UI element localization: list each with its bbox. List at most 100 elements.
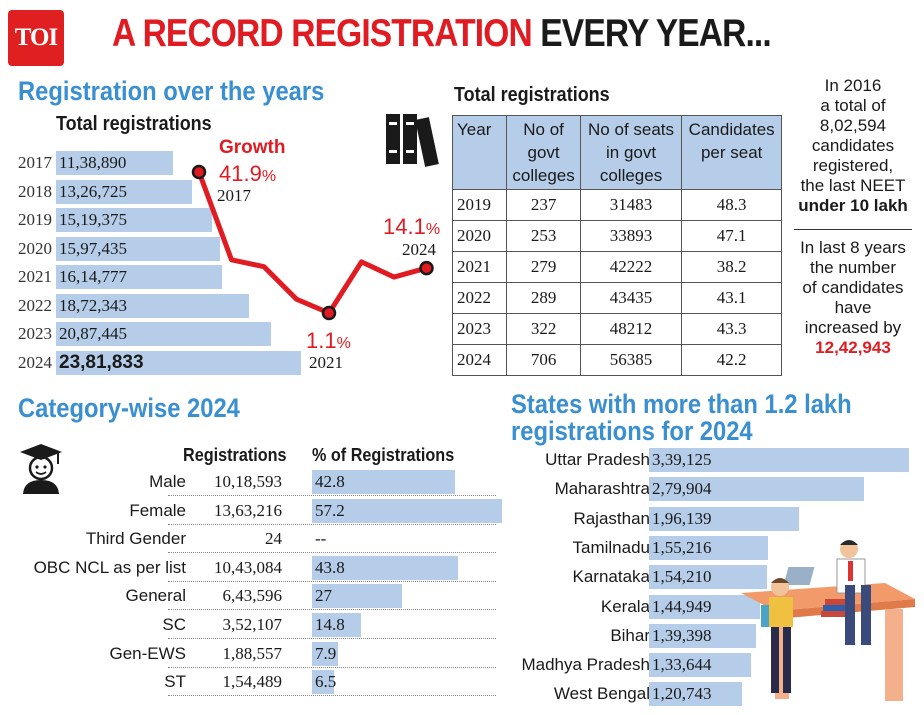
note-text: have: [834, 298, 872, 317]
registration-bar: 18,72,343: [56, 293, 249, 318]
table-cell: 42.2: [681, 344, 782, 376]
registration-bar-row: 2023 20,87,445: [18, 322, 271, 346]
category-name: ST: [164, 672, 186, 692]
state-bar: 1,55,216: [649, 535, 768, 560]
registration-subtitle: Total registrations: [56, 113, 212, 135]
states-bar-chart: Uttar Pradesh 3,39,125 Maharashtra 2,79,904…: [510, 448, 920, 708]
table-title: Total registrations: [454, 84, 610, 106]
note-text: 8,02,594: [819, 116, 887, 135]
category-row-divider: [168, 580, 496, 582]
growth-2021-year: 2021: [309, 353, 343, 372]
state-bar: 2,79,904: [649, 477, 864, 502]
state-name: Maharashtra: [554, 479, 650, 499]
student-icon: [20, 444, 62, 494]
category-percent-bar: 27: [312, 584, 402, 609]
note-text: In 2016: [824, 76, 882, 95]
state-bar: 1,96,139: [649, 506, 799, 531]
registrations-table: Year No of govt colleges No of seats in …: [451, 115, 782, 376]
registration-bar-row: 2021 16,14,777: [18, 265, 222, 289]
category-section-title: Category-wise 2024: [18, 393, 240, 423]
headline: A RECORD REGISTRATION EVERY YEAR...: [112, 12, 772, 56]
state-bar: 1,39,398: [649, 623, 756, 648]
category-registrations: 6,43,596: [222, 586, 283, 606]
category-percent-bar: 42.8: [312, 470, 455, 494]
growth-2024-pct: 14.1%: [383, 214, 441, 239]
table-cell: 279: [506, 251, 581, 283]
states-title-line: States with more than 1.2 lakh: [511, 389, 852, 419]
category-name: Male: [149, 472, 186, 491]
category-registrations: 24: [265, 529, 282, 549]
growth-2017-year: 2017: [217, 186, 251, 205]
table-header-row: Year No of govt colleges No of seats in …: [451, 115, 782, 190]
books-icon: [386, 114, 439, 167]
table-cell: 2020: [451, 220, 508, 252]
registration-bar: 11,38,890: [56, 151, 173, 175]
category-row-divider: [168, 695, 496, 697]
category-percent-bar: 6.5: [312, 670, 336, 695]
category-name: SC: [162, 615, 186, 634]
table-cell: 43435: [579, 282, 683, 314]
category-percent-bar: 43.8: [312, 555, 458, 580]
registration-bar-year: 2017: [18, 153, 52, 172]
notes-divider: [794, 229, 912, 230]
table-row: 2021 279 42222 38.2: [451, 251, 782, 283]
state-name: Rajasthan: [573, 508, 650, 528]
note-text: a total of: [820, 96, 886, 115]
category-name: General: [125, 586, 186, 606]
registration-bar-row: 2019 15,19,375: [18, 208, 212, 232]
registration-bar-year: 2022: [18, 295, 52, 315]
table-cell: 56385: [579, 344, 683, 376]
category-registrations: 1,88,557: [222, 643, 283, 663]
registration-bar-row: 2018 13,26,725: [18, 179, 192, 204]
note-text: under 10 lakh: [798, 196, 908, 215]
table-cell: 43.3: [681, 313, 782, 345]
table-cell: 31483: [579, 189, 683, 221]
state-name: Uttar Pradesh: [545, 450, 650, 469]
toi-logo: TOI: [8, 10, 64, 66]
state-name: West Bengal: [553, 684, 650, 704]
table-cell: 253: [506, 220, 581, 252]
state-name: Madhya Pradesh: [521, 655, 650, 675]
note-8-years: In last 8 years the number of candidates…: [790, 238, 916, 358]
category-name: Female: [129, 500, 186, 520]
category-registrations: 10,43,084: [214, 557, 282, 577]
category-table: Male 10,18,593 42.8 Female 13,63,216 57.2 Thir…: [18, 470, 503, 700]
registration-bar-year: 2019: [18, 210, 52, 229]
table-cell: 289: [506, 282, 581, 314]
registration-bar: 16,14,777: [56, 265, 222, 289]
registration-bar-row: 2020 15,97,435: [18, 236, 220, 261]
category-col-percent: % of Registrations: [312, 445, 455, 465]
category-row-divider: [168, 666, 496, 668]
registration-bar-year: 2018: [18, 181, 52, 201]
note-text: registered,: [812, 156, 894, 175]
growth-2024-year: 2024: [402, 240, 436, 259]
students-desk-illustration: [741, 540, 915, 701]
category-row-divider: [168, 609, 496, 611]
table-cell: 47.1: [681, 220, 782, 252]
table-header: No of seats in govt colleges: [579, 115, 683, 190]
note-text: the number: [810, 258, 896, 277]
states-section-title: States with more than 1.2 lakh registrat…: [511, 391, 852, 445]
growth-point: [191, 164, 207, 180]
table-row: 2020 253 33893 47.1: [451, 220, 782, 252]
category-registrations: 3,52,107: [222, 615, 283, 634]
table-cell: 33893: [579, 220, 683, 252]
state-bar: 1,20,743: [649, 682, 742, 707]
table-row: 2022 289 43435 43.1: [451, 282, 782, 314]
table-cell: 2024: [451, 344, 508, 376]
growth-point: [419, 260, 434, 276]
table-row: 2024 706 56385 42.2: [451, 344, 782, 376]
category-row-divider: [168, 495, 496, 496]
table-cell: 48.3: [681, 189, 782, 221]
note-text: In last 8 years: [800, 238, 906, 257]
table-cell: 706: [506, 344, 581, 376]
table-cell: 2023: [451, 313, 508, 345]
headline-red: A RECORD REGISTRATION: [112, 12, 533, 55]
note-text: the last NEET: [800, 176, 906, 195]
category-registrations: 13,63,216: [214, 500, 282, 520]
registration-bar-year: 2021: [18, 267, 52, 286]
growth-point: [321, 305, 337, 321]
state-name: Tamilnadu: [572, 537, 651, 557]
note-text: 12,42,943: [815, 338, 891, 357]
headline-black: EVERY YEAR...: [540, 12, 771, 55]
